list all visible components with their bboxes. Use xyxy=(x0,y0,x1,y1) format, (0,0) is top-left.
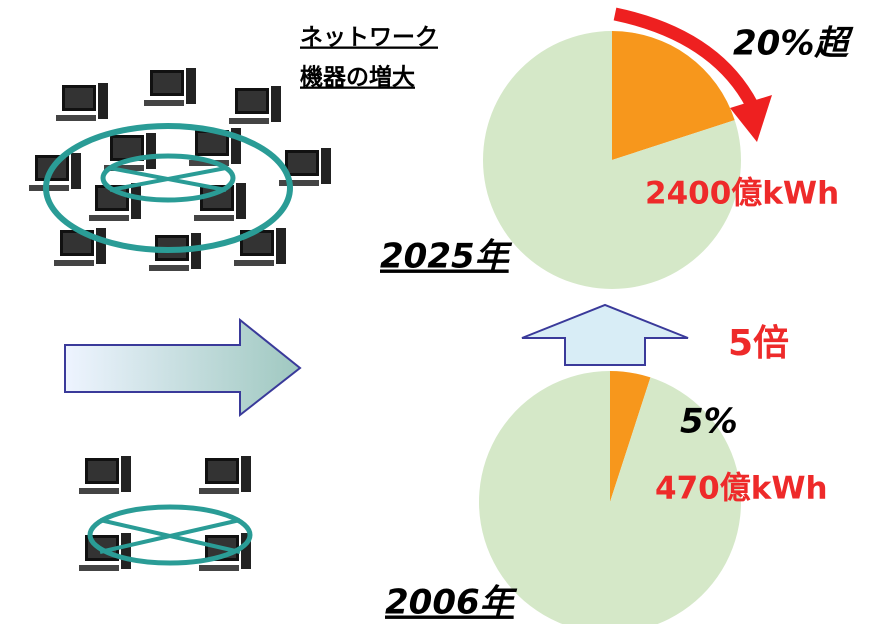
right-arrow xyxy=(65,320,300,415)
growth-label: 5倍 xyxy=(728,323,789,364)
share-label: 5% xyxy=(680,402,738,442)
year-label: 2025年 xyxy=(380,237,513,277)
energy-label: 470億kWh xyxy=(655,471,828,507)
computers-2006 xyxy=(79,456,251,571)
year-label: 2006年 xyxy=(385,583,518,623)
energy-label: 2400億kWh xyxy=(645,176,839,212)
caption-line: ネットワーク xyxy=(300,25,438,51)
computers-2025 xyxy=(29,68,331,271)
up-arrow xyxy=(522,305,688,365)
share-label: 20%超 xyxy=(733,24,854,64)
infographic: ネットワーク 機器の増大 5倍 2025年 20%超 2400億kWh 2006年 5%… xyxy=(0,0,891,624)
caption-line: 機器の増大 xyxy=(300,64,415,91)
